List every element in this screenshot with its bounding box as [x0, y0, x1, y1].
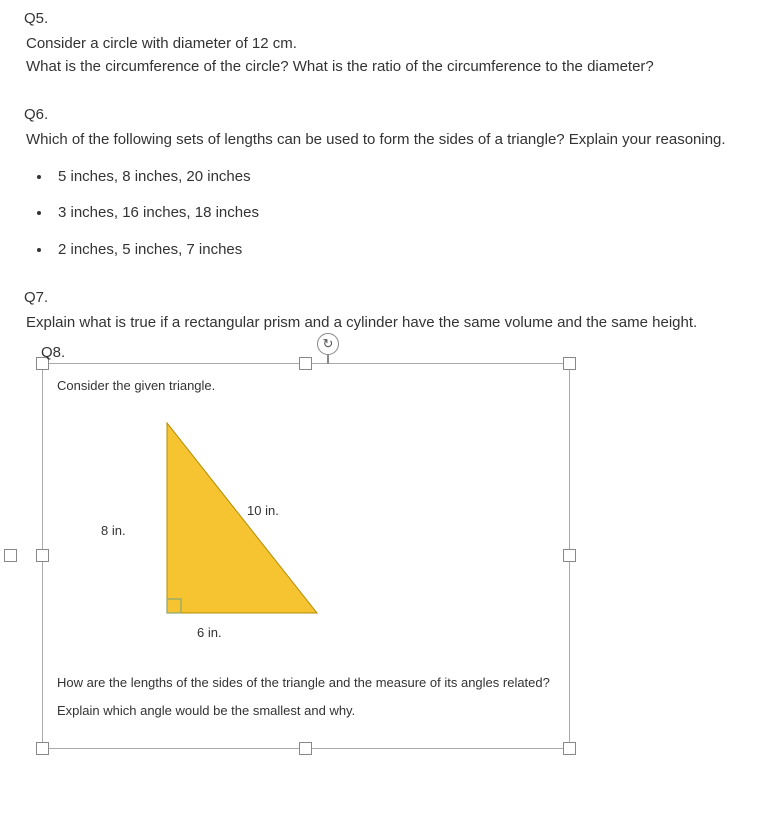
q8-number: Q8.	[41, 344, 65, 361]
question-6: Q6. Which of the following sets of lengt…	[20, 106, 750, 261]
q7-number: Q7.	[24, 289, 750, 306]
resize-handle-mid-left[interactable]	[36, 549, 49, 562]
q8-footer: How are the lengths of the sides of the …	[57, 673, 555, 723]
triangle-figure: 8 in. 10 in. 6 in.	[137, 413, 397, 643]
rotate-icon: ↻	[323, 336, 334, 352]
q6-option: 3 inches, 16 inches, 18 inches	[52, 202, 750, 225]
q8-subtitle: Consider the given triangle.	[57, 378, 555, 393]
q5-line2: What is the circumference of the circle?…	[26, 58, 654, 75]
q6-option: 2 inches, 5 inches, 7 inches	[52, 239, 750, 262]
resize-handle-bottom-mid[interactable]	[299, 742, 312, 755]
resize-handle-top-right[interactable]	[563, 357, 576, 370]
resize-handle-outer-left[interactable]	[4, 549, 17, 562]
resize-handle-bottom-right[interactable]	[563, 742, 576, 755]
rotate-handle[interactable]: ↻	[317, 333, 339, 355]
resize-handle-bottom-left[interactable]	[36, 742, 49, 755]
q6-option: 5 inches, 8 inches, 20 inches	[52, 166, 750, 189]
q8-selected-object[interactable]: ↻ Q8. Consider the given triangle. 8 in.…	[42, 363, 570, 750]
resize-handle-mid-right[interactable]	[563, 549, 576, 562]
q6-number: Q6.	[24, 106, 750, 123]
worksheet-page: Q5. Consider a circle with diameter of 1…	[0, 0, 770, 769]
q6-prompt: Which of the following sets of lengths c…	[26, 131, 726, 148]
q5-number: Q5.	[24, 10, 750, 27]
q5-body: Consider a circle with diameter of 12 cm…	[26, 33, 750, 78]
triangle-label-hypotenuse: 10 in.	[247, 503, 279, 518]
triangle-shape	[167, 423, 317, 613]
q5-line1: Consider a circle with diameter of 12 cm…	[26, 35, 297, 52]
resize-handle-top-mid[interactable]	[299, 357, 312, 370]
triangle-svg	[137, 413, 337, 623]
rotate-handle-stem	[327, 355, 329, 364]
q8-selection-wrapper: ↻ Q8. Consider the given triangle. 8 in.…	[26, 363, 750, 750]
q6-options-list: 5 inches, 8 inches, 20 inches 3 inches, …	[52, 166, 750, 262]
q8-foot-line2: Explain which angle would be the smalles…	[57, 701, 555, 722]
q8-foot-line1: How are the lengths of the sides of the …	[57, 673, 555, 694]
q7-prompt: Explain what is true if a rectangular pr…	[26, 312, 750, 335]
question-7: Q7. Explain what is true if a rectangula…	[20, 289, 750, 335]
triangle-label-base: 6 in.	[197, 625, 222, 640]
triangle-label-vertical: 8 in.	[101, 523, 126, 538]
q6-body: Which of the following sets of lengths c…	[26, 129, 750, 261]
question-5: Q5. Consider a circle with diameter of 1…	[20, 10, 750, 78]
